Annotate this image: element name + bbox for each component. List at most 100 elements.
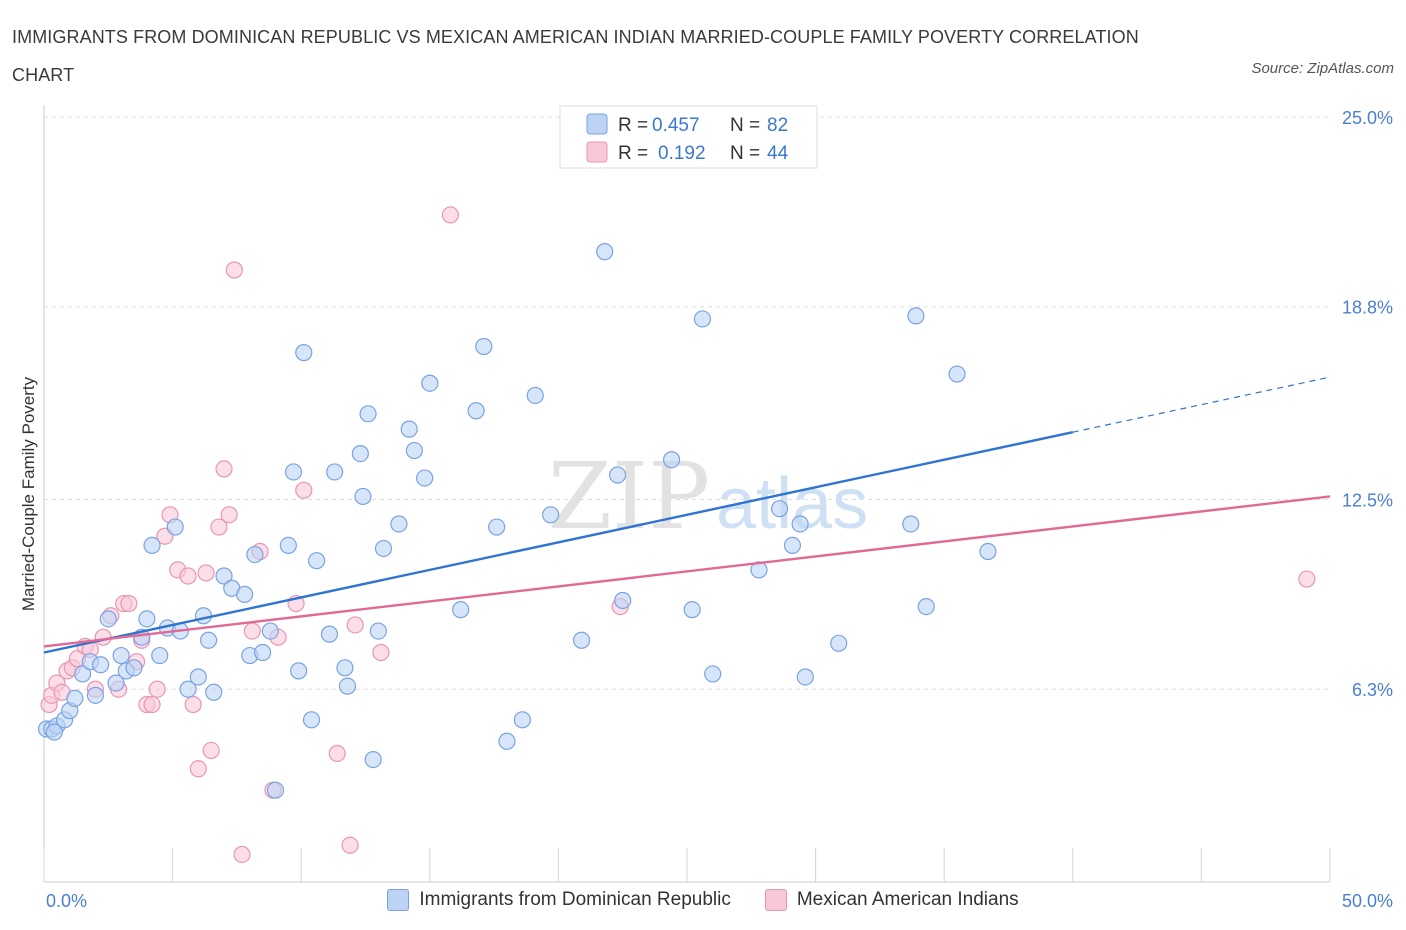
data-point-mexican-american-indians bbox=[243, 622, 261, 640]
legend-n-value-pink: 44 bbox=[767, 143, 789, 164]
data-point-dominican-republic bbox=[475, 337, 493, 356]
data-point-dominican-republic bbox=[302, 711, 321, 729]
data-point-dominican-republic bbox=[783, 536, 802, 555]
data-point-mexican-american-indians bbox=[210, 518, 228, 536]
data-point-dominican-republic bbox=[693, 310, 712, 328]
data-point-dominican-republic bbox=[320, 625, 339, 643]
legend-label-mexican-american-indians: Mexican American Indians bbox=[796, 889, 1019, 910]
data-point-dominican-republic bbox=[99, 610, 117, 628]
data-point-dominican-republic bbox=[467, 402, 485, 420]
data-point-dominican-republic bbox=[86, 686, 105, 704]
data-point-mexican-american-indians bbox=[225, 261, 243, 279]
data-point-dominican-republic bbox=[374, 539, 393, 558]
data-point-dominican-republic bbox=[284, 463, 303, 481]
data-point-mexican-american-indians bbox=[215, 460, 233, 478]
data-point-dominican-republic bbox=[421, 374, 439, 392]
trend-lines bbox=[43, 376, 1331, 654]
data-point-dominican-republic bbox=[138, 610, 156, 628]
data-point-dominican-republic bbox=[336, 659, 354, 677]
data-point-dominican-republic bbox=[513, 711, 531, 729]
data-point-dominican-republic bbox=[326, 463, 344, 481]
data-point-dominican-republic bbox=[308, 552, 326, 570]
data-point-mexican-american-indians bbox=[441, 206, 459, 224]
data-point-dominican-republic bbox=[354, 487, 372, 506]
data-point-dominican-republic bbox=[796, 668, 814, 686]
y-axis-label: Married-Couple Family Poverty bbox=[19, 376, 38, 611]
data-point-dominican-republic bbox=[107, 674, 125, 692]
y-tick-labels: 6.3% 12.5% 18.8% 25.0% bbox=[1342, 108, 1393, 700]
legend-n-value-blue: 82 bbox=[767, 115, 788, 136]
legend-swatch-blue bbox=[586, 113, 608, 135]
axes bbox=[43, 105, 1331, 883]
data-point-mexican-american-indians bbox=[202, 741, 220, 760]
data-point-dominican-republic bbox=[205, 683, 223, 701]
legend-label-dominican-republic: Immigrants from Dominican Republic bbox=[419, 889, 731, 910]
series-legend: Immigrants from Dominican Republic Mexic… bbox=[0, 889, 1406, 911]
data-point-dominican-republic bbox=[236, 585, 254, 603]
data-point-dominican-republic bbox=[948, 365, 966, 383]
data-point-mexican-american-indians bbox=[143, 695, 161, 714]
watermark-zip: ZIP bbox=[548, 443, 710, 550]
data-point-dominican-republic bbox=[91, 656, 110, 674]
source-label: Source: ZipAtlas.com bbox=[1251, 60, 1394, 77]
data-point-dominican-republic bbox=[246, 545, 264, 564]
legend-r-value-pink: 0.192 bbox=[658, 143, 706, 164]
trend-line-mexican-american-indians bbox=[43, 495, 1331, 648]
legend-n-label-blue: N = bbox=[730, 115, 760, 136]
data-point-dominican-republic bbox=[683, 601, 701, 619]
legend-swatch-mexican-american-indians bbox=[764, 889, 787, 911]
data-point-dominican-republic bbox=[662, 451, 681, 469]
data-point-mexican-american-indians bbox=[372, 643, 390, 662]
data-point-dominican-republic bbox=[351, 445, 369, 463]
data-point-dominican-republic bbox=[917, 597, 935, 616]
data-point-dominican-republic bbox=[290, 662, 308, 680]
data-point-dominican-republic bbox=[614, 591, 632, 610]
data-point-mexican-american-indians bbox=[220, 506, 238, 524]
data-point-dominican-republic bbox=[902, 515, 920, 533]
data-point-mexican-american-indians bbox=[233, 845, 251, 864]
data-point-dominican-republic bbox=[390, 515, 408, 533]
data-point-dominican-republic bbox=[73, 665, 92, 683]
data-point-dominican-republic bbox=[488, 518, 506, 536]
data-point-dominican-republic bbox=[364, 750, 382, 769]
data-point-mexican-american-indians bbox=[120, 594, 138, 613]
data-point-dominican-republic bbox=[770, 500, 789, 518]
data-point-mexican-american-indians bbox=[1298, 570, 1316, 588]
data-point-dominican-republic bbox=[526, 386, 544, 405]
data-point-dominican-republic bbox=[125, 659, 143, 677]
data-point-dominican-republic bbox=[179, 680, 197, 698]
data-point-dominican-republic bbox=[200, 631, 218, 649]
data-point-dominican-republic bbox=[416, 469, 434, 487]
y-tick-label: 18.8% bbox=[1342, 298, 1393, 318]
data-point-dominican-republic bbox=[279, 536, 297, 555]
data-point-dominican-republic bbox=[791, 515, 809, 533]
legend-n-label-pink: N = bbox=[730, 143, 760, 164]
x-tick-label-right: 50.0% bbox=[1342, 891, 1393, 911]
data-point-dominican-republic bbox=[295, 344, 313, 362]
data-point-mexican-american-indians bbox=[184, 695, 202, 714]
trend-line-dominican-republic-extension bbox=[1072, 376, 1331, 433]
legend-r-label-pink: R = bbox=[618, 143, 648, 164]
chart-title: IMMIGRANTS FROM DOMINICAN REPUBLIC VS ME… bbox=[12, 27, 1139, 85]
trend-line-dominican-republic bbox=[43, 431, 1074, 654]
data-point-mexican-american-indians bbox=[94, 628, 112, 646]
legend-swatch-dominican-republic bbox=[387, 889, 410, 911]
data-point-dominican-republic bbox=[189, 668, 207, 686]
data-point-dominican-republic bbox=[498, 732, 516, 750]
data-point-dominican-republic bbox=[907, 307, 925, 325]
data-point-dominican-republic bbox=[359, 405, 377, 423]
legend-r-label-blue: R = bbox=[618, 115, 648, 136]
data-point-dominican-republic bbox=[369, 622, 387, 640]
data-point-dominican-republic bbox=[338, 677, 357, 695]
correlation-legend: R = 0.457 N = 82 R = 0.192 N = 44 bbox=[559, 105, 818, 169]
data-point-dominican-republic bbox=[166, 518, 184, 536]
data-point-dominican-republic bbox=[261, 622, 279, 640]
data-point-mexican-american-indians bbox=[346, 616, 364, 634]
data-point-dominican-republic bbox=[405, 441, 423, 460]
data-point-dominican-republic bbox=[830, 634, 848, 652]
data-point-dominican-republic bbox=[608, 466, 627, 484]
data-point-dominican-republic bbox=[254, 643, 272, 662]
data-point-dominican-republic bbox=[151, 646, 169, 665]
data-point-mexican-american-indians bbox=[328, 744, 346, 763]
